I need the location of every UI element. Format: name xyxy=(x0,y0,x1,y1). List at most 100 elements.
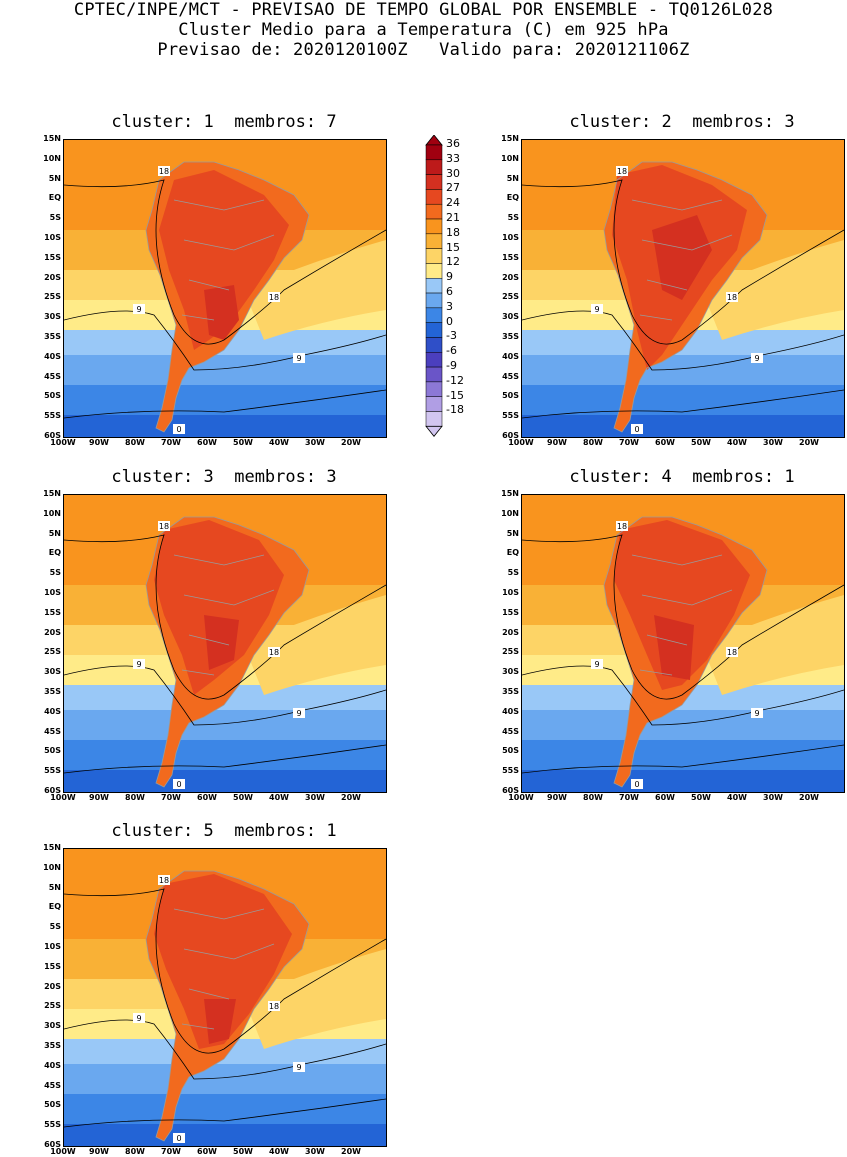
contour-label-9: 9 xyxy=(133,1013,145,1023)
colorbar-swatch xyxy=(425,307,443,323)
svg-text:18: 18 xyxy=(727,293,737,302)
lat-label: 25S xyxy=(502,292,519,302)
lat-label: 10N xyxy=(501,153,519,163)
lon-label: 40W xyxy=(727,793,747,802)
lat-label: 35S xyxy=(44,1041,61,1050)
warm-region xyxy=(154,874,292,1049)
lat-label: 5N xyxy=(506,528,519,538)
colorbar-label: 6 xyxy=(446,285,453,299)
lon-label: 100W xyxy=(508,793,534,802)
header-title-line1: CPTEC/INPE/MCT - PREVISAO DE TEMPO GLOBA… xyxy=(73,0,774,20)
lat-label: 20S xyxy=(502,627,519,637)
contour-label-18: 18 xyxy=(158,875,170,885)
svg-text:9: 9 xyxy=(136,305,141,314)
svg-text:9: 9 xyxy=(754,709,759,718)
temperature-band xyxy=(522,355,844,385)
lon-label: 40W xyxy=(269,793,289,802)
contour-18 xyxy=(522,179,844,345)
lon-label: 80W xyxy=(125,438,145,447)
lat-label: 10S xyxy=(44,588,61,597)
lat-label: EQ xyxy=(506,548,519,558)
svg-text:9: 9 xyxy=(296,354,301,363)
colorbar-bottom-arrow xyxy=(425,425,443,437)
lat-label: 15N xyxy=(43,843,61,852)
warm-region xyxy=(159,170,289,350)
lat-label: 20S xyxy=(44,272,61,282)
contour-label-9: 9 xyxy=(293,353,305,363)
contour-label-18: 18 xyxy=(616,166,628,176)
temperature-band xyxy=(522,770,844,792)
lat-label: 30S xyxy=(502,667,519,677)
lat-label: 15N xyxy=(501,134,519,143)
colorbar-swatch xyxy=(425,277,443,294)
country-borders xyxy=(145,516,310,788)
colorbar-swatch xyxy=(425,159,443,175)
colorbar-label: 33 xyxy=(446,151,460,165)
contour-18 xyxy=(64,179,386,345)
contour-label-18: 18 xyxy=(726,292,738,302)
lon-label: 20W xyxy=(799,438,819,447)
temperature-band xyxy=(64,355,386,385)
lon-label: 30W xyxy=(305,793,325,802)
colorbar-label: -3 xyxy=(446,329,457,343)
lat-label: EQ xyxy=(506,193,519,203)
lon-label: 40W xyxy=(727,438,747,447)
contour-label-0: 0 xyxy=(631,779,643,789)
temperature-band xyxy=(522,740,844,770)
contour-0 xyxy=(64,1098,386,1128)
lon-label: 30W xyxy=(305,438,325,447)
svg-text:9: 9 xyxy=(296,1063,301,1072)
lon-label: 80W xyxy=(125,793,145,802)
lat-label: 5S xyxy=(507,568,519,578)
warm-region xyxy=(614,520,750,690)
lat-label: 50S xyxy=(44,391,61,401)
temperature-band xyxy=(64,1064,386,1094)
svg-text:18: 18 xyxy=(269,1002,279,1011)
colorbar-label: 12 xyxy=(446,255,460,269)
temperature-band xyxy=(522,415,844,437)
contour-0 xyxy=(64,389,386,419)
contour-0 xyxy=(64,744,386,774)
colorbar-swatch xyxy=(425,396,443,412)
country-borders xyxy=(603,161,768,433)
lat-label: 45S xyxy=(502,726,519,736)
colorbar-swatch xyxy=(425,248,443,264)
lat-label: 15S xyxy=(502,252,519,262)
ocean-band xyxy=(702,240,844,340)
svg-text:18: 18 xyxy=(617,522,627,531)
lat-label: 45S xyxy=(44,371,61,381)
contour-label-9: 9 xyxy=(133,304,145,314)
lat-label: 60S xyxy=(44,786,61,795)
lat-label: EQ xyxy=(48,193,61,203)
lon-label: 30W xyxy=(763,793,783,802)
lat-label: 60S xyxy=(44,1140,61,1149)
lon-label: 20W xyxy=(341,793,361,802)
lat-label: 10N xyxy=(43,862,61,872)
lon-label: 40W xyxy=(269,438,289,447)
colorbar-label: 9 xyxy=(446,270,453,284)
colorbar-swatch xyxy=(425,366,443,383)
contour-label-18: 18 xyxy=(158,521,170,531)
svg-text:0: 0 xyxy=(176,425,181,434)
map-svg: 18 18 9 9 0 xyxy=(64,140,386,437)
lon-label: 90W xyxy=(89,1147,109,1156)
contour-label-0: 0 xyxy=(173,1133,185,1143)
lon-label: 90W xyxy=(89,793,109,802)
contour-label-0: 0 xyxy=(631,424,643,434)
lat-label: 45S xyxy=(502,371,519,381)
lon-label: 20W xyxy=(799,793,819,802)
svg-text:18: 18 xyxy=(159,522,169,531)
lat-label: 15S xyxy=(44,961,61,971)
map-cluster-2: 18 18 9 9 0 xyxy=(521,139,845,438)
ocean-band xyxy=(244,595,386,695)
lat-label: 35S xyxy=(502,332,519,341)
svg-text:9: 9 xyxy=(296,709,301,718)
colorbar-label: 24 xyxy=(446,196,460,210)
lat-label: 15S xyxy=(44,252,61,262)
lon-label: 70W xyxy=(161,438,181,447)
contour-label-9: 9 xyxy=(751,708,763,718)
lon-label: 60W xyxy=(655,438,675,447)
lon-label: 40W xyxy=(269,1147,289,1156)
panel-title-cluster-3: cluster: 3 membros: 3 xyxy=(111,467,337,487)
lon-label: 70W xyxy=(161,793,181,802)
